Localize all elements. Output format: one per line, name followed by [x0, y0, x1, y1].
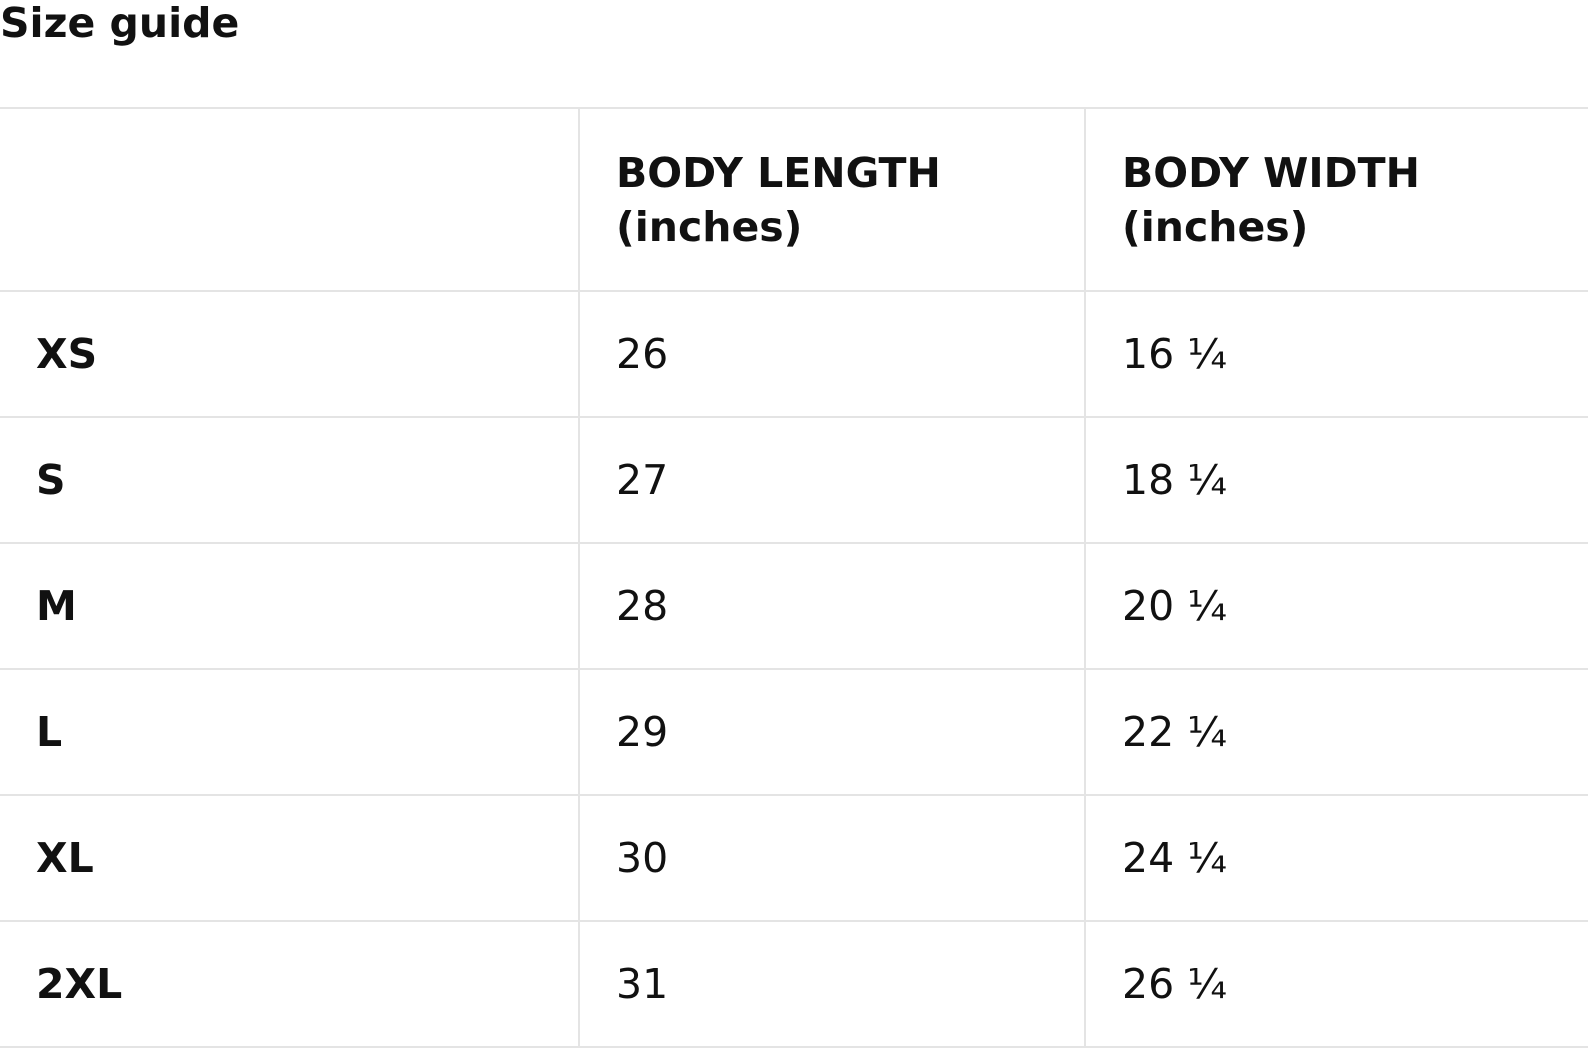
body-length-value: 30 [578, 794, 1086, 922]
header-size-cell [0, 107, 580, 292]
body-width-value: 20 ¼ [1084, 542, 1588, 670]
header-body-length: BODY LENGTH (inches) [578, 107, 1086, 292]
size-label: L [0, 668, 580, 796]
table-row: XL 30 24 ¼ [0, 794, 1588, 922]
size-label: XS [0, 290, 580, 418]
table-row: M 28 20 ¼ [0, 542, 1588, 670]
table-row: S 27 18 ¼ [0, 416, 1588, 544]
body-width-value: 16 ¼ [1084, 290, 1588, 418]
body-length-value: 26 [578, 290, 1086, 418]
header-body-width: BODY WIDTH (inches) [1084, 107, 1588, 292]
size-label: 2XL [0, 920, 580, 1048]
size-label: XL [0, 794, 580, 922]
size-label: S [0, 416, 580, 544]
table-row: L 29 22 ¼ [0, 668, 1588, 796]
table-header-row: BODY LENGTH (inches) BODY WIDTH (inches) [0, 107, 1588, 292]
body-width-value: 18 ¼ [1084, 416, 1588, 544]
body-width-value: 24 ¼ [1084, 794, 1588, 922]
body-length-value: 27 [578, 416, 1086, 544]
body-width-value: 26 ¼ [1084, 920, 1588, 1048]
header-body-length-unit: (inches) [616, 202, 803, 251]
page-title: Size guide [0, 0, 240, 47]
size-guide-table: BODY LENGTH (inches) BODY WIDTH (inches)… [0, 107, 1588, 1048]
header-body-length-title: BODY LENGTH [616, 148, 941, 197]
body-length-value: 29 [578, 668, 1086, 796]
table-row: XS 26 16 ¼ [0, 290, 1588, 418]
body-width-value: 22 ¼ [1084, 668, 1588, 796]
size-label: M [0, 542, 580, 670]
header-body-width-title: BODY WIDTH [1122, 148, 1420, 197]
table-row: 2XL 31 26 ¼ [0, 920, 1588, 1048]
body-length-value: 31 [578, 920, 1086, 1048]
body-length-value: 28 [578, 542, 1086, 670]
header-body-width-unit: (inches) [1122, 202, 1309, 251]
